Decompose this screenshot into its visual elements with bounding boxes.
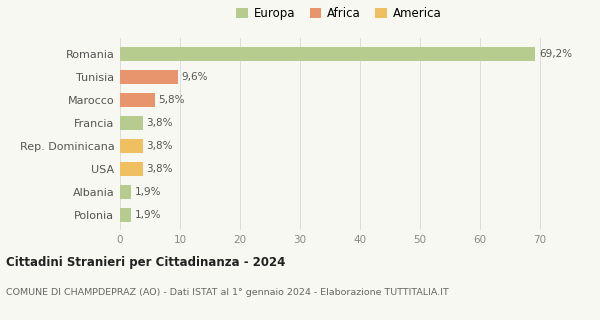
- Bar: [120, 162, 143, 176]
- Bar: [120, 208, 131, 222]
- Bar: [120, 70, 178, 84]
- Text: 3,8%: 3,8%: [146, 164, 173, 174]
- Bar: [120, 139, 143, 153]
- Text: COMUNE DI CHAMPDEPRAZ (AO) - Dati ISTAT al 1° gennaio 2024 - Elaborazione TUTTIT: COMUNE DI CHAMPDEPRAZ (AO) - Dati ISTAT …: [6, 288, 449, 297]
- Text: 3,8%: 3,8%: [146, 118, 173, 128]
- Bar: [120, 47, 535, 61]
- Text: 3,8%: 3,8%: [146, 141, 173, 151]
- Text: 5,8%: 5,8%: [158, 95, 185, 105]
- Text: 1,9%: 1,9%: [135, 187, 161, 197]
- Text: 69,2%: 69,2%: [539, 49, 572, 59]
- Text: 9,6%: 9,6%: [181, 72, 208, 82]
- Text: 1,9%: 1,9%: [135, 210, 161, 220]
- Bar: [120, 116, 143, 130]
- Bar: [120, 185, 131, 199]
- Legend: Europa, Africa, America: Europa, Africa, America: [232, 2, 446, 25]
- Bar: [120, 93, 155, 107]
- Text: Cittadini Stranieri per Cittadinanza - 2024: Cittadini Stranieri per Cittadinanza - 2…: [6, 256, 286, 269]
